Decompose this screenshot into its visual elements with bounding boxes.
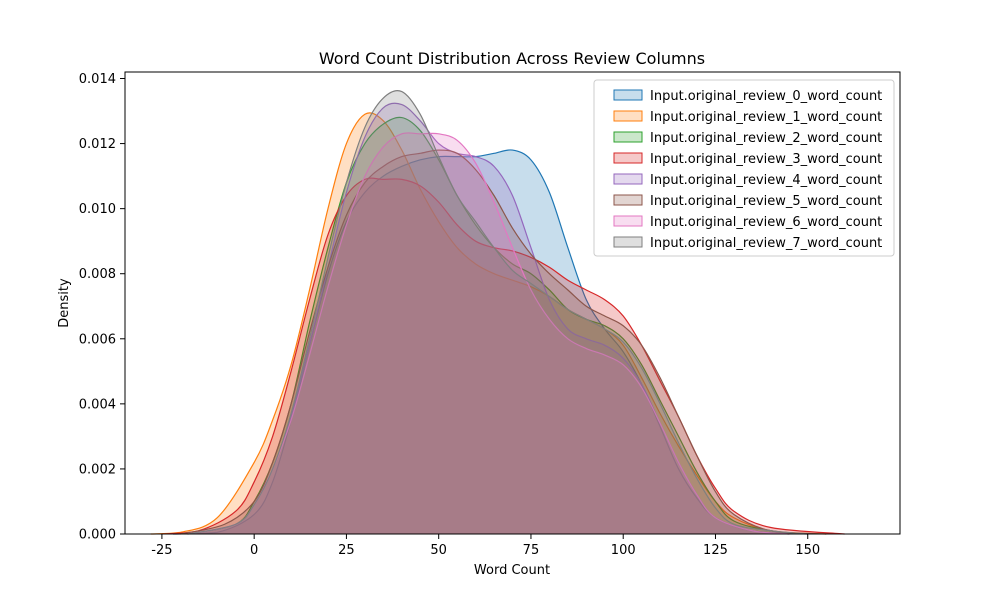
- legend-swatch-4: [613, 173, 643, 185]
- density-area-4: [187, 103, 790, 535]
- density-areas: [150, 89, 845, 535]
- density-area-6: [187, 132, 790, 534]
- density-area-1: [150, 112, 827, 534]
- density-area-5: [180, 150, 827, 534]
- x-tick-label-2: 25: [338, 543, 355, 558]
- legend-label-0: Input.original_review_0_word_count: [650, 89, 882, 104]
- y-axis: 0.000 0.002 0.004 0.006 0.008 0.010 0.012 0.014: [79, 72, 125, 543]
- legend-swatch-2: [613, 131, 643, 143]
- legend-swatch-3: [613, 152, 643, 164]
- y-tick-label-6: 0.012: [79, 137, 116, 152]
- y-tick-label-5: 0.010: [79, 202, 116, 217]
- y-tick-label-7: 0.014: [79, 72, 116, 87]
- legend: Input.original_review_0_word_count Input.…: [593, 79, 895, 257]
- density-area-2: [187, 117, 808, 534]
- legend-label-7: Input.original_review_7_word_count: [650, 236, 882, 251]
- density-area-0: [172, 149, 808, 534]
- plot-frame: [124, 71, 901, 535]
- y-tick-label-4: 0.008: [79, 267, 116, 282]
- y-axis-label: Density: [57, 278, 72, 328]
- x-axis: -25 0 25 50 75 100 125 150: [151, 534, 820, 558]
- legend-swatch-5: [613, 194, 643, 206]
- legend-swatch-7: [613, 236, 643, 248]
- y-tick-label-1: 0.002: [79, 462, 116, 477]
- legend-label-1: Input.original_review_1_word_count: [650, 110, 882, 125]
- x-tick-label-3: 50: [430, 543, 447, 558]
- density-line-5: [180, 149, 827, 535]
- density-line-7: [187, 89, 808, 535]
- legend-label-2: Input.original_review_2_word_count: [650, 131, 882, 146]
- legend-label-4: Input.original_review_4_word_count: [650, 173, 882, 188]
- density-line-6: [187, 132, 790, 535]
- legend-swatch-6: [613, 215, 643, 227]
- legend-label-3: Input.original_review_3_word_count: [650, 152, 882, 167]
- x-tick-label-7: 150: [795, 543, 820, 558]
- x-tick-label-1: 0: [250, 543, 258, 558]
- y-tick-label-3: 0.006: [79, 332, 116, 347]
- density-line-1: [150, 112, 827, 535]
- density-area-7: [187, 90, 808, 534]
- y-tick-label-0: 0.000: [79, 528, 116, 543]
- x-tick-label-5: 100: [611, 543, 636, 558]
- chart-title: Word Count Distribution Across Review Co…: [319, 49, 705, 68]
- x-tick-label-6: 125: [703, 543, 728, 558]
- legend-swatch-1: [613, 110, 643, 122]
- x-axis-label: Word Count: [474, 563, 550, 578]
- density-area-3: [161, 178, 845, 534]
- x-tick-label-4: 75: [523, 543, 540, 558]
- x-tick-label-0: -25: [151, 543, 172, 558]
- legend-frame: [593, 79, 895, 257]
- legend-label-5: Input.original_review_5_word_count: [650, 194, 882, 209]
- legend-swatch-0: [613, 89, 643, 101]
- y-tick-label-2: 0.004: [79, 397, 116, 412]
- legend-label-6: Input.original_review_6_word_count: [650, 215, 882, 230]
